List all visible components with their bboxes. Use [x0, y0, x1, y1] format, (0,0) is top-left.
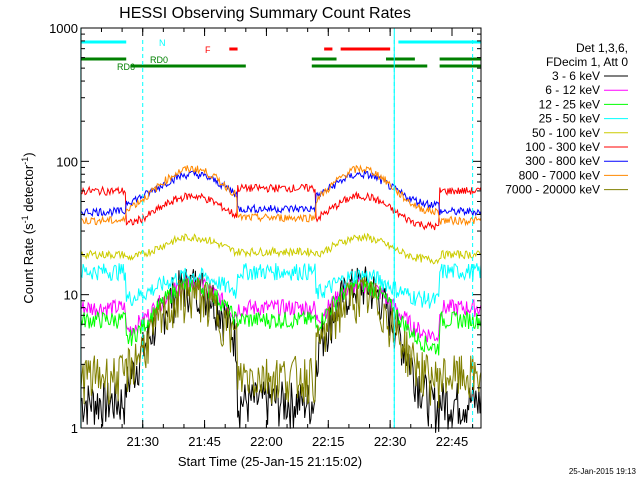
status-bar-label: F	[205, 45, 211, 55]
status-bar-label: RD0	[150, 55, 168, 65]
x-axis-label: Start Time (25-Jan-15 21:15:02)	[178, 454, 362, 469]
y-tick-label: 10	[64, 288, 78, 303]
x-tick-label: 22:30	[374, 434, 407, 449]
plot-frame	[80, 27, 482, 429]
series-line	[80, 183, 482, 231]
x-axis: 21:30 21:45 22:00 22:15 22:30 22:45	[100, 28, 474, 449]
y-axis: 1 10 100 1000	[49, 21, 481, 436]
legend-item-label: 12 - 25 keV	[539, 97, 600, 111]
series-line	[80, 276, 482, 409]
series-line	[80, 164, 482, 227]
series-line	[80, 276, 482, 343]
x-tick-label: 21:45	[188, 434, 221, 449]
series-line	[80, 169, 482, 218]
status-bars: N F RD0 RD6	[81, 38, 481, 72]
status-bar-label: N	[159, 38, 166, 48]
y-axis-label-sup2: -1	[20, 157, 30, 165]
y-axis-label: Count Rate (s-1 detector-1)	[20, 152, 36, 303]
series-line	[80, 263, 482, 309]
x-tick-label: 22:45	[436, 434, 469, 449]
legend-title-line2: FDecim 1, Att 0	[546, 55, 628, 69]
x-tick-label: 21:30	[126, 434, 159, 449]
series-line	[80, 275, 482, 356]
x-tick-label: 22:00	[250, 434, 283, 449]
legend-item-label: 300 - 800 keV	[525, 154, 600, 168]
legend-item-label: 7000 - 20000 keV	[505, 183, 600, 197]
y-tick-label: 1000	[49, 21, 78, 36]
y-axis-label-part2: detector	[21, 164, 36, 215]
legend-title-line1: Det 1,3,6,	[576, 41, 628, 55]
chart-title: HESSI Observing Summary Count Rates	[119, 5, 411, 22]
series-line	[80, 232, 481, 265]
y-axis-label-part3: )	[21, 152, 36, 156]
y-tick-label: 100	[56, 154, 78, 169]
status-bar-label: RD6	[117, 62, 135, 72]
y-axis-label-sup1: -1	[20, 215, 30, 223]
y-tick-label: 1	[71, 421, 78, 436]
series-line	[80, 266, 482, 433]
legend-item-label: 3 - 6 keV	[552, 69, 600, 83]
y-axis-label-part1: Count Rate (s	[21, 223, 36, 304]
legend-item-label: 800 - 7000 keV	[519, 168, 600, 182]
legend-item-label: 50 - 100 keV	[532, 126, 600, 140]
legend-item-label: 6 - 12 keV	[545, 83, 600, 97]
legend-item-label: 25 - 50 keV	[539, 112, 600, 126]
series-layer	[80, 164, 482, 433]
date-stamp: 25-Jan-2015 19:13	[569, 467, 637, 476]
x-tick-label: 22:15	[312, 434, 345, 449]
legend-item-label: 100 - 300 keV	[525, 140, 600, 154]
